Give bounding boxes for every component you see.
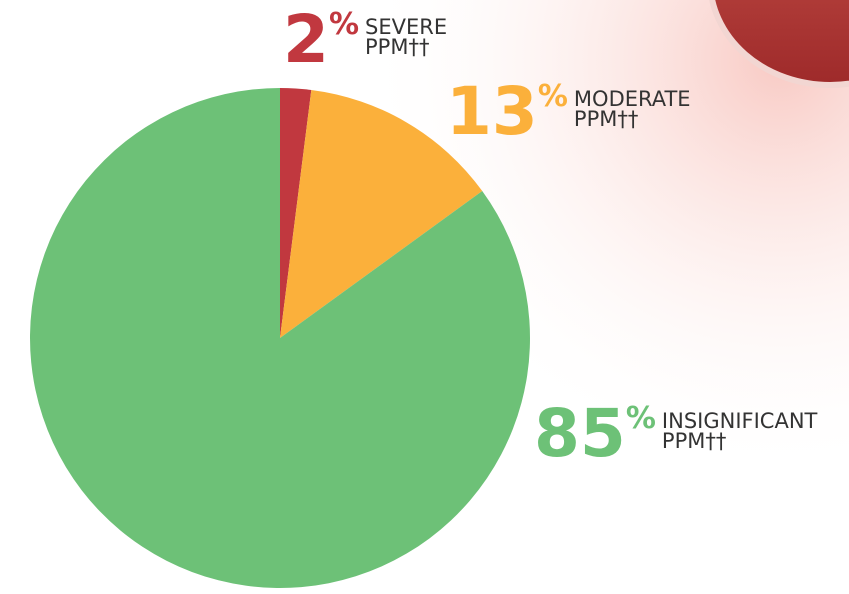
category-line: PPM†† [574, 107, 638, 131]
value-number: 85 [534, 395, 626, 472]
value-number: 13 [446, 73, 538, 150]
value-unit: % [329, 7, 359, 42]
category-line: PPM†† [662, 429, 726, 453]
value-unit: % [626, 401, 656, 436]
chart: 2%SEVEREPPM††13%MODERATEPPM††85%INSIGNIF… [0, 0, 849, 594]
value-unit: % [538, 79, 568, 114]
pie [30, 88, 530, 588]
value-number: 2 [283, 1, 329, 78]
category-line: PPM†† [365, 35, 429, 59]
